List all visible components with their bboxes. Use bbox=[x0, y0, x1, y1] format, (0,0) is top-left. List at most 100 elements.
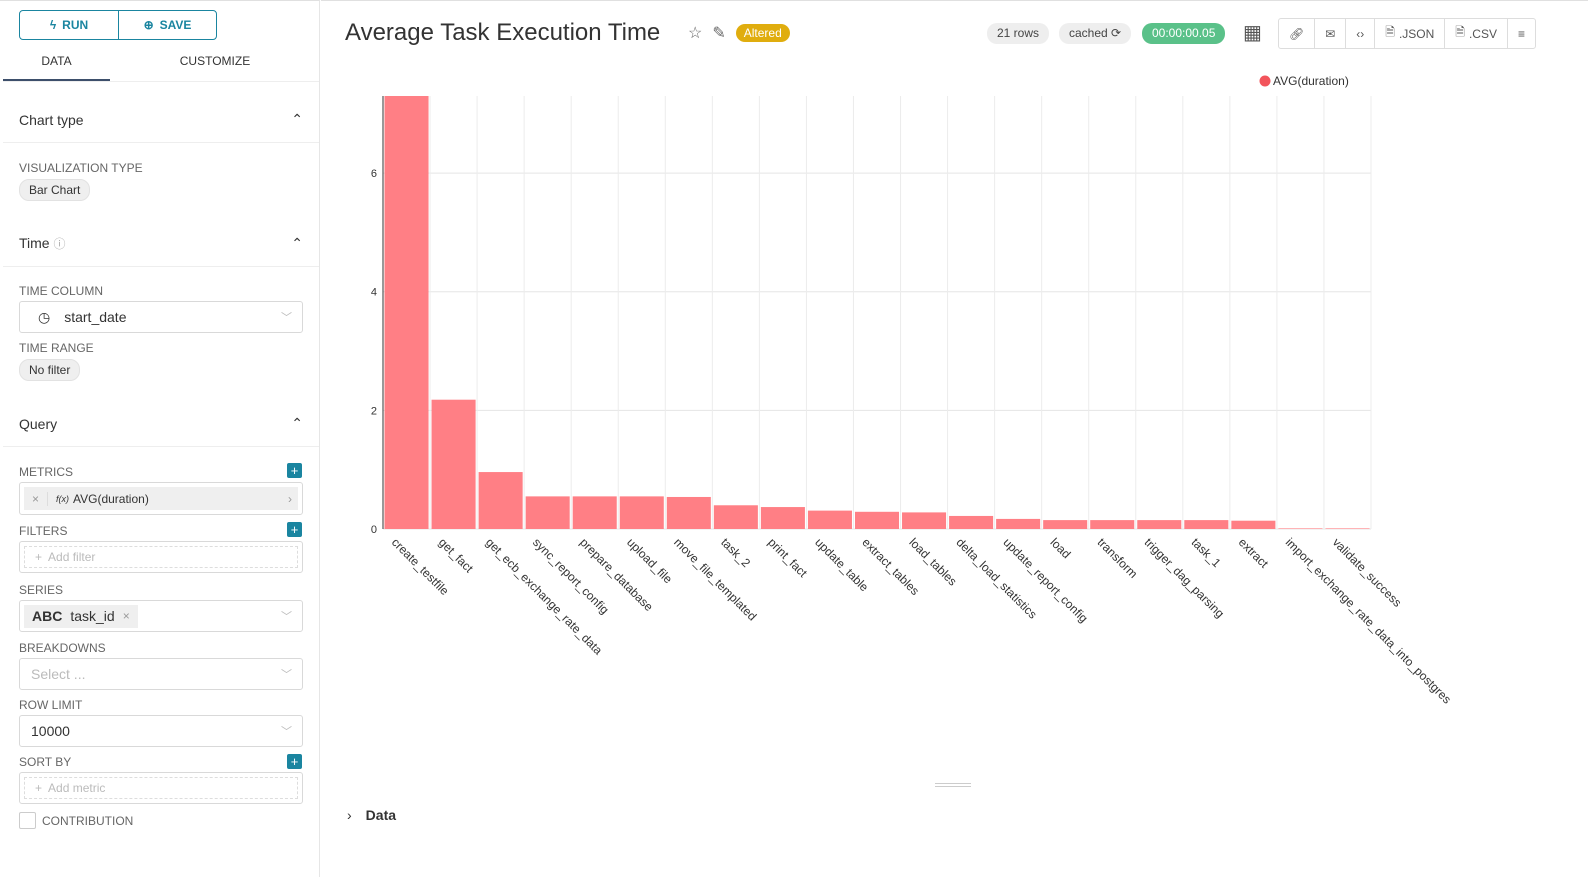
run-button[interactable]: ϟ RUN bbox=[49, 18, 89, 32]
bar[interactable] bbox=[384, 96, 429, 529]
edit-icon[interactable]: ✎ bbox=[712, 25, 726, 42]
bolt-icon: ϟ bbox=[49, 18, 57, 32]
add-metric-button[interactable]: + bbox=[287, 463, 302, 478]
file-icon: 🗎︎ bbox=[1455, 25, 1465, 39]
bar[interactable] bbox=[666, 496, 711, 529]
chevron-down-icon: ﹀ bbox=[281, 669, 292, 681]
timer-badge: 00:00:00.05 bbox=[1142, 23, 1226, 44]
menu-button[interactable]: ≡ bbox=[1508, 19, 1535, 48]
bar[interactable] bbox=[760, 507, 805, 529]
row-limit-label: ROW LIMIT bbox=[19, 698, 83, 712]
contribution-checkbox[interactable]: CONTRIBUTION bbox=[19, 812, 133, 829]
add-filter-button[interactable]: + bbox=[287, 522, 302, 537]
metrics-field: × f(x) AVG(duration) › bbox=[19, 482, 303, 515]
bar[interactable] bbox=[1184, 520, 1229, 529]
time-section-header[interactable]: Time ⓘ ⌃ bbox=[3, 221, 319, 267]
chart-type-section-header[interactable]: Chart type ⌃ bbox=[3, 97, 319, 143]
x-tick-label: transform bbox=[1095, 535, 1141, 581]
remove-icon[interactable]: × bbox=[24, 491, 48, 506]
chevron-right-icon: › bbox=[347, 807, 352, 823]
chevron-up-icon: ⌃ bbox=[291, 415, 303, 431]
x-tick-label: get_fact bbox=[436, 535, 477, 576]
metrics-label: METRICS bbox=[19, 465, 73, 479]
star-icon[interactable]: ☆ bbox=[688, 25, 703, 42]
time-range-label: TIME RANGE bbox=[19, 341, 94, 355]
bar[interactable] bbox=[713, 505, 758, 529]
chevron-right-icon[interactable]: › bbox=[288, 491, 292, 506]
chevron-up-icon: ⌃ bbox=[291, 235, 303, 251]
sort-by-field[interactable]: + Add metric bbox=[19, 772, 303, 804]
action-buttons: 🔗︎ ✉ ‹› 🗎︎ .JSON 🗎︎ .CSV ≡ bbox=[1278, 18, 1536, 49]
mail-icon: ✉ bbox=[1325, 26, 1336, 41]
bar[interactable] bbox=[1278, 528, 1323, 529]
bar[interactable] bbox=[572, 496, 617, 529]
chevron-up-icon: ⌃ bbox=[291, 111, 303, 127]
bar[interactable] bbox=[619, 496, 664, 529]
y-tick-label: 0 bbox=[371, 524, 377, 536]
time-range-selector[interactable]: No filter bbox=[19, 359, 81, 381]
export-csv-button[interactable]: 🗎︎ .CSV bbox=[1445, 19, 1508, 48]
link-button[interactable]: 🔗︎ bbox=[1279, 19, 1316, 48]
add-sort-button[interactable]: + bbox=[287, 754, 302, 769]
bar[interactable] bbox=[431, 399, 476, 529]
x-tick-label: task_1 bbox=[1189, 535, 1224, 570]
metric-tag[interactable]: × f(x) AVG(duration) › bbox=[24, 487, 298, 510]
refresh-icon: ⟳ bbox=[1111, 26, 1122, 40]
export-json-button[interactable]: 🗎︎ .JSON bbox=[1375, 19, 1446, 48]
bar[interactable] bbox=[1231, 520, 1276, 529]
filters-field[interactable]: + Add filter bbox=[19, 541, 303, 573]
x-tick-label: import_exchange_rate_data_into_postgres bbox=[1283, 535, 1454, 706]
bar[interactable] bbox=[807, 510, 852, 529]
x-tick-label: extract bbox=[1236, 535, 1272, 571]
checkbox[interactable] bbox=[19, 812, 36, 829]
chart-area: Average Task Execution Time ☆ ✎ Altered 21… bbox=[321, 0, 1588, 877]
chart-title[interactable]: Average Task Execution Time bbox=[345, 19, 661, 46]
plus-circle-icon: ⊕ bbox=[143, 18, 154, 32]
breakdowns-label: BREAKDOWNS bbox=[19, 641, 106, 655]
clock-icon: ◷ bbox=[38, 308, 51, 325]
embed-button[interactable]: ‹› bbox=[1346, 19, 1376, 48]
x-tick-label: task_2 bbox=[718, 535, 753, 570]
legend-label: AVG(duration) bbox=[1273, 74, 1349, 88]
sort-by-label: SORT BY bbox=[19, 755, 72, 769]
bar[interactable] bbox=[525, 496, 570, 529]
legend-marker bbox=[1259, 75, 1271, 87]
bar[interactable] bbox=[1090, 520, 1135, 529]
calendar-icon[interactable]: ▦ bbox=[1243, 22, 1262, 44]
tab-data[interactable]: DATA bbox=[3, 45, 110, 81]
save-button[interactable]: ⊕ SAVE bbox=[118, 11, 216, 39]
bar[interactable] bbox=[478, 472, 523, 529]
bar[interactable] bbox=[1137, 520, 1182, 529]
x-tick-label: update_report_config bbox=[1000, 535, 1090, 625]
hamburger-icon: ≡ bbox=[1517, 26, 1525, 41]
visualization-type-selector[interactable]: Bar Chart bbox=[19, 179, 91, 201]
breakdowns-select[interactable]: Select ... ﹀ bbox=[19, 658, 303, 690]
visualization-type-label: VISUALIZATION TYPE bbox=[19, 161, 143, 175]
bar[interactable] bbox=[1325, 528, 1370, 529]
bar[interactable] bbox=[949, 515, 994, 529]
time-column-select[interactable]: ◷ start_date ﹀ bbox=[19, 301, 303, 333]
plus-icon: + bbox=[35, 550, 43, 564]
code-icon: ‹› bbox=[1356, 26, 1365, 41]
bar[interactable] bbox=[996, 518, 1041, 529]
email-button[interactable]: ✉ bbox=[1315, 19, 1347, 48]
bar[interactable] bbox=[902, 512, 947, 529]
row-limit-select[interactable]: 10000 ﹀ bbox=[19, 715, 303, 747]
bar[interactable] bbox=[1043, 520, 1088, 529]
chevron-down-icon: ﹀ bbox=[281, 611, 292, 623]
y-tick-label: 4 bbox=[371, 287, 377, 299]
series-label: SERIES bbox=[19, 583, 64, 597]
remove-icon[interactable]: × bbox=[122, 609, 130, 623]
tab-customize[interactable]: CUSTOMIZE bbox=[179, 54, 251, 68]
cached-badge[interactable]: cached ⟳ bbox=[1059, 23, 1132, 44]
query-section-header[interactable]: Query ⌃ bbox=[3, 401, 319, 447]
chevron-down-icon: ﹀ bbox=[281, 726, 292, 738]
data-panel-toggle[interactable]: › Data bbox=[347, 807, 397, 823]
altered-badge[interactable]: Altered bbox=[735, 24, 790, 42]
series-select[interactable]: ABC task_id × ﹀ bbox=[19, 600, 303, 632]
resize-handle[interactable] bbox=[935, 783, 971, 787]
bar[interactable] bbox=[854, 511, 900, 529]
file-icon: 🗎︎ bbox=[1385, 25, 1395, 39]
y-tick-label: 2 bbox=[371, 405, 377, 417]
